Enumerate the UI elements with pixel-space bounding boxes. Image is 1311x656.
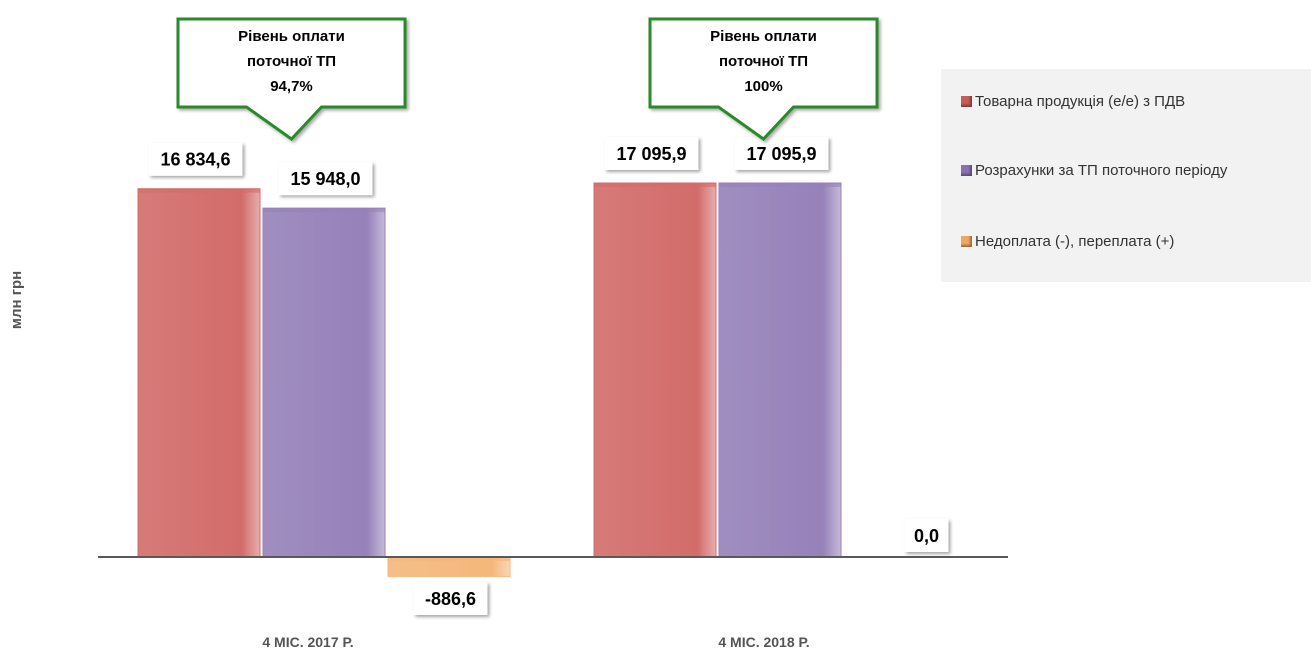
data-label-product-1: 17 095,9 (616, 144, 686, 164)
data-label-product-0: 16 834,6 (160, 150, 230, 170)
bar-payments-0 (262, 207, 386, 558)
data-label-box-product-1 (604, 137, 699, 170)
data-label-box-balance-0 (413, 582, 488, 615)
legend-swatch-balance (961, 236, 972, 247)
data-label-box-product-0 (148, 142, 243, 176)
bar-product-0 (137, 188, 261, 558)
callout-0-line-0: Рівень оплати (238, 28, 345, 45)
bar-cap-balance-0 (388, 557, 510, 561)
legend-label-product: Товарна продукція (е/е) з ПДВ (975, 93, 1186, 110)
callout-1-line-2: 100% (744, 78, 782, 95)
callout-1-line-0: Рівень оплати (710, 28, 817, 45)
chart-legend: Товарна продукція (е/е) з ПДВ Розрахунки… (941, 69, 1311, 282)
bar-cap-payments-0 (263, 208, 385, 213)
data-label-box-payments-0 (278, 162, 373, 196)
legend-label-payments: Розрахунки за ТП поточного періоду (975, 162, 1228, 179)
bar-product-1 (593, 182, 717, 558)
legend-item-balance: Недоплата (-), переплата (+) (961, 233, 1174, 250)
callout-0 (176, 17, 407, 141)
data-label-balance-1: 0,0 (914, 526, 939, 546)
legend-item-payments: Розрахунки за ТП поточного періоду (961, 162, 1227, 179)
category-label-0: 4 МІС. 2017 Р. (262, 634, 353, 650)
bar-cap-product-1 (594, 183, 716, 187)
data-label-payments-1: 17 095,9 (746, 144, 816, 164)
y-axis-label: млн грн (8, 271, 25, 329)
legend-item-product: Товарна продукція (е/е) з ПДВ (961, 93, 1185, 110)
callout-0-line-1: поточної ТП (247, 53, 336, 70)
bar-payments-1 (718, 182, 842, 558)
bar-cap-payments-1 (719, 183, 841, 187)
callout-1-line-1: поточної ТП (719, 53, 808, 70)
legend-swatch-payments (961, 165, 972, 176)
data-label-payments-0: 15 948,0 (290, 169, 360, 189)
legend-swatch-product (961, 96, 972, 107)
callout-0-line-2: 94,7% (270, 78, 313, 95)
data-label-balance-0: -886,6 (425, 589, 476, 609)
category-label-1: 4 МІС. 2018 Р. (718, 634, 809, 650)
bar-cap-product-0 (138, 188, 260, 193)
legend-label-balance: Недоплата (-), переплата (+) (975, 233, 1175, 250)
data-label-box-payments-1 (734, 137, 829, 170)
data-label-box-balance-1 (904, 519, 949, 552)
callout-1 (648, 17, 879, 141)
